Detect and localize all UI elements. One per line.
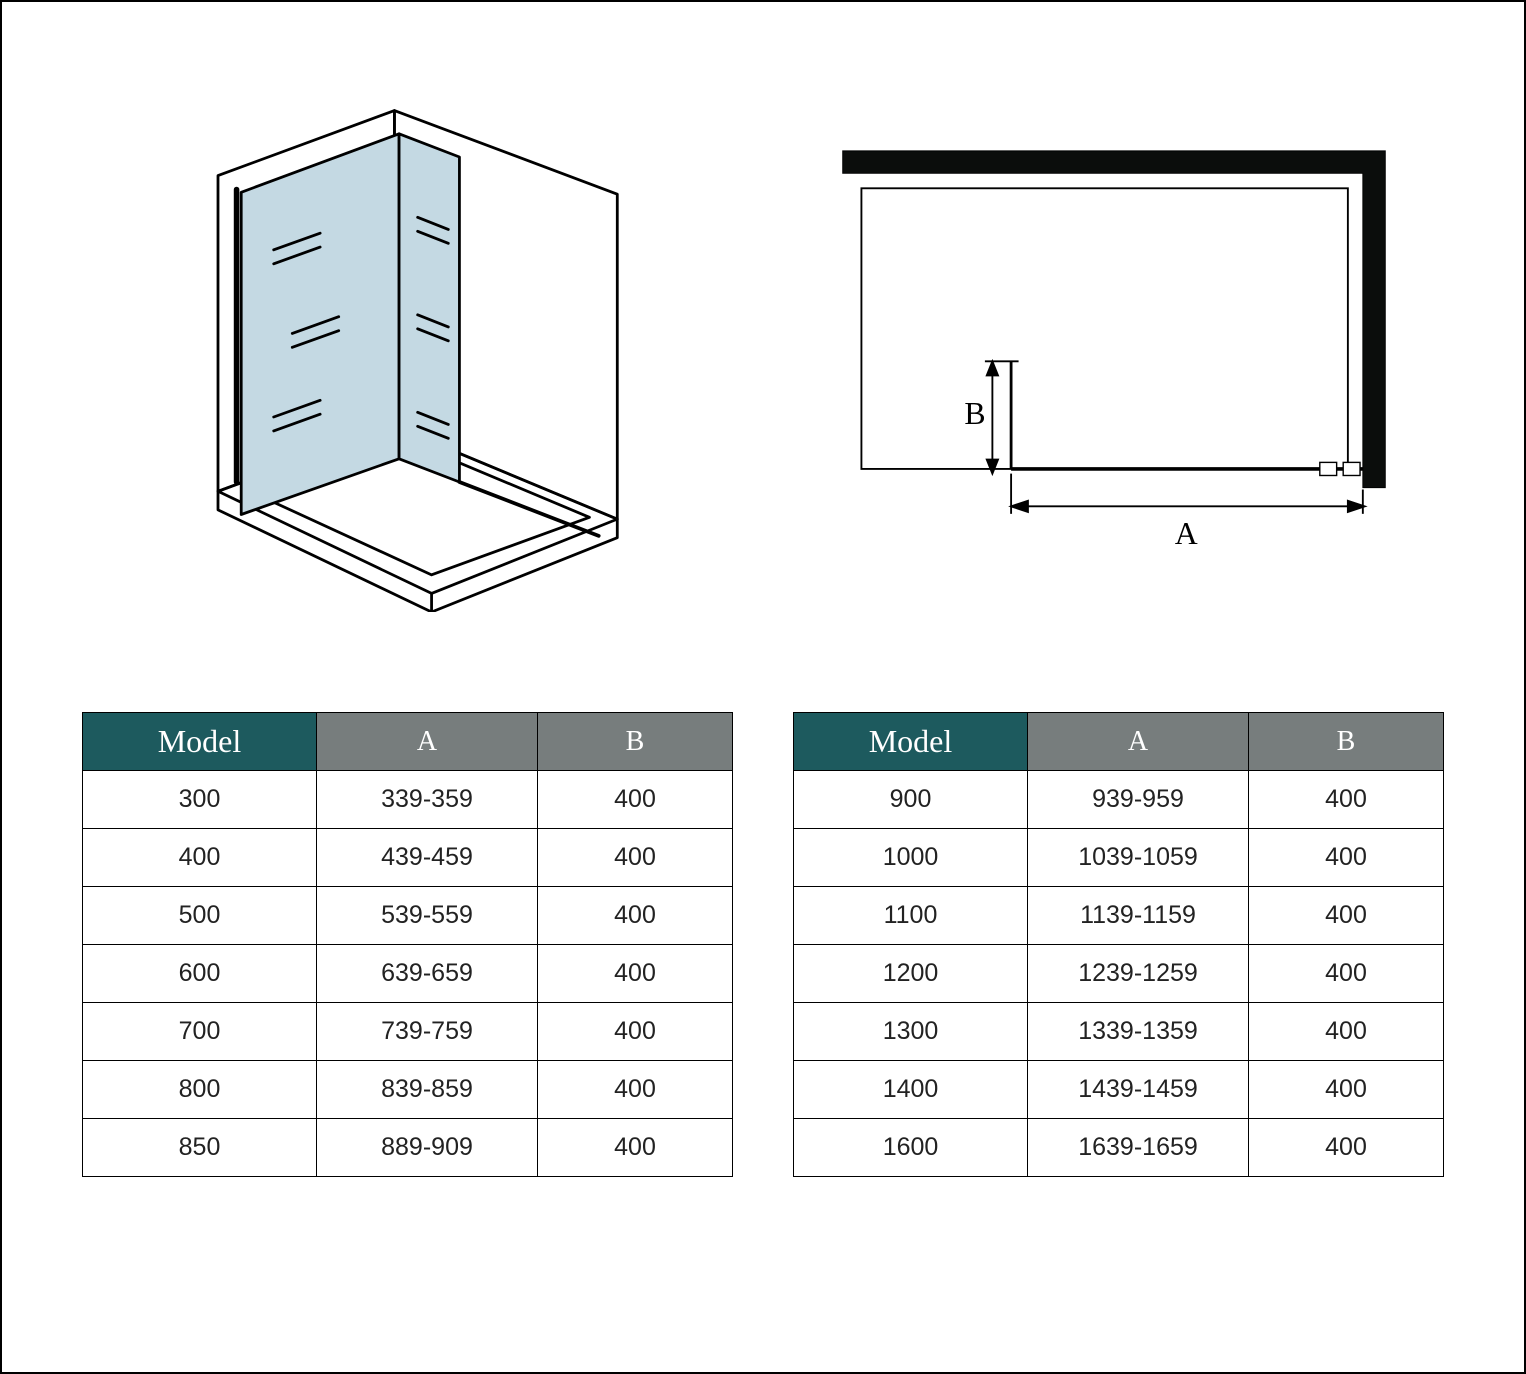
- header-model: Model: [794, 713, 1028, 771]
- table-cell: 300: [83, 771, 317, 829]
- spec-table-right: Model A B 900939-95940010001039-10594001…: [793, 712, 1444, 1177]
- table-cell: 400: [1249, 829, 1444, 887]
- table-cell: 839-859: [317, 1061, 538, 1119]
- table-cell: 400: [538, 829, 733, 887]
- table-row: 13001339-1359400: [794, 1003, 1444, 1061]
- plan-svg: B A: [824, 132, 1404, 572]
- tables-row: Model A B 300339-359400400439-4594005005…: [2, 682, 1524, 1237]
- table-cell: 1339-1359: [1028, 1003, 1249, 1061]
- dim-b: [984, 361, 1018, 473]
- iso-svg: [153, 92, 673, 612]
- table-row: 700739-759400: [83, 1003, 733, 1061]
- table-cell: 400: [1249, 1061, 1444, 1119]
- table-row: 12001239-1259400: [794, 945, 1444, 1003]
- table-row: 16001639-1659400: [794, 1119, 1444, 1177]
- table-header-row: Model A B: [83, 713, 733, 771]
- table-row: 14001439-1459400: [794, 1061, 1444, 1119]
- plan-diagram: B A: [763, 62, 1464, 642]
- table-row: 850889-909400: [83, 1119, 733, 1177]
- table-cell: 439-459: [317, 829, 538, 887]
- table-row: 900939-959400: [794, 771, 1444, 829]
- table-cell: 1100: [794, 887, 1028, 945]
- table-cell: 400: [1249, 771, 1444, 829]
- table-cell: 400: [538, 1061, 733, 1119]
- table-cell: 400: [83, 829, 317, 887]
- tray-outline: [861, 188, 1347, 469]
- table-cell: 850: [83, 1119, 317, 1177]
- table-cell: 400: [1249, 1003, 1444, 1061]
- table-cell: 400: [538, 1003, 733, 1061]
- isometric-diagram: [62, 62, 763, 642]
- table-cell: 400: [538, 1119, 733, 1177]
- table-cell: 400: [1249, 945, 1444, 1003]
- table-row: 800839-859400: [83, 1061, 733, 1119]
- table-cell: 939-959: [1028, 771, 1249, 829]
- table-cell: 1200: [794, 945, 1028, 1003]
- table-row: 11001139-1159400: [794, 887, 1444, 945]
- table-cell: 400: [1249, 887, 1444, 945]
- table-cell: 539-559: [317, 887, 538, 945]
- table-cell: 1439-1459: [1028, 1061, 1249, 1119]
- wall: [842, 151, 1385, 488]
- table-body-right: 900939-95940010001039-105940011001139-11…: [794, 771, 1444, 1177]
- spec-table-left: Model A B 300339-359400400439-4594005005…: [82, 712, 733, 1177]
- table-row: 500539-559400: [83, 887, 733, 945]
- table-cell: 639-659: [317, 945, 538, 1003]
- table-cell: 900: [794, 771, 1028, 829]
- table-cell: 1300: [794, 1003, 1028, 1061]
- table-cell: 1039-1059: [1028, 829, 1249, 887]
- table-cell: 400: [538, 945, 733, 1003]
- table-row: 10001039-1059400: [794, 829, 1444, 887]
- table-cell: 500: [83, 887, 317, 945]
- table-cell: 889-909: [317, 1119, 538, 1177]
- header-a: A: [317, 713, 538, 771]
- table-row: 400439-459400: [83, 829, 733, 887]
- label-b: B: [964, 396, 985, 431]
- dim-a: [1011, 474, 1365, 514]
- header-a: A: [1028, 713, 1249, 771]
- table-header-row: Model A B: [794, 713, 1444, 771]
- diagram-row: B A: [2, 2, 1524, 682]
- table-cell: 1000: [794, 829, 1028, 887]
- table-cell: 1139-1159: [1028, 887, 1249, 945]
- table-cell: 800: [83, 1061, 317, 1119]
- table-row: 600639-659400: [83, 945, 733, 1003]
- table-cell: 339-359: [317, 771, 538, 829]
- label-a: A: [1174, 516, 1197, 551]
- page-frame: B A Model A B 300: [0, 0, 1526, 1374]
- table-cell: 1639-1659: [1028, 1119, 1249, 1177]
- table-body-left: 300339-359400400439-459400500539-5594006…: [83, 771, 733, 1177]
- table-cell: 1400: [794, 1061, 1028, 1119]
- table-cell: 400: [538, 771, 733, 829]
- table-cell: 400: [1249, 1119, 1444, 1177]
- table-cell: 700: [83, 1003, 317, 1061]
- table-cell: 400: [538, 887, 733, 945]
- table-row: 300339-359400: [83, 771, 733, 829]
- table-cell: 1600: [794, 1119, 1028, 1177]
- table-cell: 739-759: [317, 1003, 538, 1061]
- header-b: B: [538, 713, 733, 771]
- table-cell: 600: [83, 945, 317, 1003]
- table-cell: 1239-1259: [1028, 945, 1249, 1003]
- header-model: Model: [83, 713, 317, 771]
- header-b: B: [1249, 713, 1444, 771]
